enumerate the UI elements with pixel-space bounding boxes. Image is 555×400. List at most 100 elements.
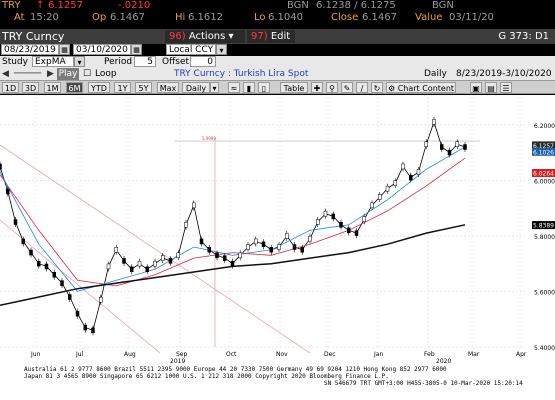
zoom-icon[interactable]: ⚲	[326, 82, 338, 93]
bar-chart-icon[interactable]: ▮	[243, 82, 255, 93]
up-arrow-icon: ↑	[36, 0, 45, 11]
low-value: 6.1040	[268, 12, 303, 23]
chart-title: TRY Curncy : Turkish Lira Spot	[174, 69, 309, 79]
y-tick-label: 5.6000	[534, 289, 555, 296]
edit-button[interactable]: 97) Edit ▾	[247, 30, 295, 55]
line-tool-icon[interactable]: ∕	[356, 82, 368, 93]
candle-body	[29, 249, 33, 256]
candle-body	[447, 149, 452, 156]
y-tick-label: 6.0000	[534, 178, 555, 185]
y-tick-label: 6.2000	[534, 123, 555, 130]
period-button-1y[interactable]: 1Y	[114, 82, 131, 93]
offset-field[interactable]: 0	[190, 56, 216, 67]
redo-icon[interactable]: ↻	[371, 82, 383, 93]
candle-body	[362, 216, 366, 222]
value-date: 03/11/20	[449, 12, 494, 23]
chevron-down-icon[interactable]: ▾	[210, 82, 219, 93]
x-tick-label: Mar	[468, 351, 480, 358]
calendar-icon[interactable]: ▦	[59, 44, 70, 55]
close-value: 6.1467	[362, 12, 397, 23]
settings-icon[interactable]: ☰	[500, 82, 512, 93]
candle-body	[37, 260, 41, 267]
candle-body	[21, 238, 25, 245]
candle-body	[393, 180, 397, 186]
bid-ask: 6.1238 / 6.1275	[316, 0, 396, 11]
end-date-field[interactable]: 03/10/2020	[73, 44, 131, 55]
start-date-field[interactable]: 08/23/2019	[1, 44, 59, 55]
candle-body	[137, 260, 142, 267]
step-back-icon[interactable]: ◀	[2, 69, 9, 79]
candle-body	[176, 252, 180, 259]
study-select[interactable]: ExpMA	[32, 56, 74, 67]
chart-content-button[interactable]: ⚙ Chart Content	[386, 82, 456, 93]
close-label: Close	[331, 12, 359, 23]
candle-body	[0, 163, 2, 170]
loop-checkbox[interactable]: ☐	[83, 69, 92, 79]
chevron-down-icon[interactable]: ▾	[74, 56, 85, 67]
play-row: ◀ ───── ▶ Play ☐ Loop TRY Curncy : Turki…	[0, 68, 555, 80]
candle-body	[424, 141, 428, 147]
range-label: 8/23/2019-3/10/2020	[456, 69, 552, 79]
period-button-6m[interactable]: 6M	[66, 82, 83, 93]
candle-body	[455, 141, 459, 147]
candle-body	[277, 244, 281, 250]
chart-overlays: 5.9999	[0, 136, 480, 354]
footer-contacts-1: Australia 61 2 9777 8600 Brazil 5511 239…	[24, 366, 447, 373]
period-button-ytd[interactable]: YTD	[88, 82, 110, 93]
calendar-icon[interactable]: ▦	[131, 44, 142, 55]
bgn-source: BGN	[287, 0, 309, 11]
y-tick-label: 5.4000	[534, 345, 555, 352]
candle-body	[323, 210, 328, 217]
candle-body	[331, 213, 335, 220]
annotation-icon[interactable]: ✎	[341, 82, 353, 93]
screen-tag: G 373: D1	[498, 31, 549, 42]
period-button-5y[interactable]: 5Y	[135, 82, 152, 93]
candle-body	[13, 219, 18, 225]
line-chart-icon[interactable]: ≈	[228, 82, 240, 93]
chevron-down-icon[interactable]: ▾	[216, 44, 227, 55]
period-button-1d[interactable]: 1D	[2, 82, 19, 93]
annotation-label: 5.9999	[202, 136, 216, 141]
x-tick-label: Jul	[75, 351, 84, 358]
candle-body	[223, 255, 227, 261]
candle-body	[409, 174, 413, 181]
period-field[interactable]: 5	[134, 56, 156, 67]
candle-body	[192, 202, 196, 209]
candle-body	[316, 219, 320, 225]
footer-contacts-2: Japan 81 3 4565 8900 Singapore 65 6212 1…	[24, 373, 389, 380]
series-line	[0, 157, 466, 287]
step-forward-icon[interactable]: ▶	[47, 69, 54, 79]
edit-label: Edit	[270, 31, 291, 42]
camera-icon[interactable]: ▣	[470, 82, 482, 93]
play-button[interactable]: Play	[57, 68, 79, 80]
period-button-1m[interactable]: 1M	[44, 82, 61, 93]
y-tick-label: 5.8000	[534, 234, 555, 241]
x-tick-label: Dec	[324, 351, 336, 358]
chart-svg: 5.9999 6.2000 6.0000 5.8000 5.6000 5.4000 Ju…	[0, 97, 555, 365]
currency-select[interactable]: Local CCY	[166, 44, 216, 55]
price-chart[interactable]: 5.9999 6.2000 6.0000 5.8000 5.6000 5.4000 Ju…	[0, 95, 555, 365]
crosshair-icon[interactable]: ✚	[311, 82, 323, 93]
slider-track[interactable]: ─────	[14, 69, 42, 79]
period-button-max[interactable]: Max	[157, 82, 179, 93]
candle-body	[354, 230, 359, 236]
print-icon[interactable]: ▤	[485, 82, 497, 93]
candle-body	[347, 227, 351, 234]
table-button[interactable]: Table	[280, 82, 308, 93]
security-name[interactable]: TRY Curncy	[2, 30, 65, 43]
candle-body	[52, 272, 56, 278]
candle-body	[83, 324, 87, 331]
x-tick-label: Oct	[226, 351, 237, 358]
year-label: 2020	[436, 358, 451, 363]
period-button-3d[interactable]: 3D	[22, 82, 39, 93]
candle-body	[261, 241, 266, 247]
frequency-select[interactable]: Daily	[182, 82, 210, 93]
candle-chart-icon[interactable]: ▯	[258, 82, 270, 93]
candle-body	[416, 169, 421, 175]
candle-body	[300, 247, 304, 253]
x-tick-label: Jun	[30, 351, 41, 358]
candle-body	[238, 252, 242, 259]
chart-content-label: Chart Content	[397, 84, 455, 93]
actions-button[interactable]: 96) Actions ▾	[165, 30, 245, 43]
